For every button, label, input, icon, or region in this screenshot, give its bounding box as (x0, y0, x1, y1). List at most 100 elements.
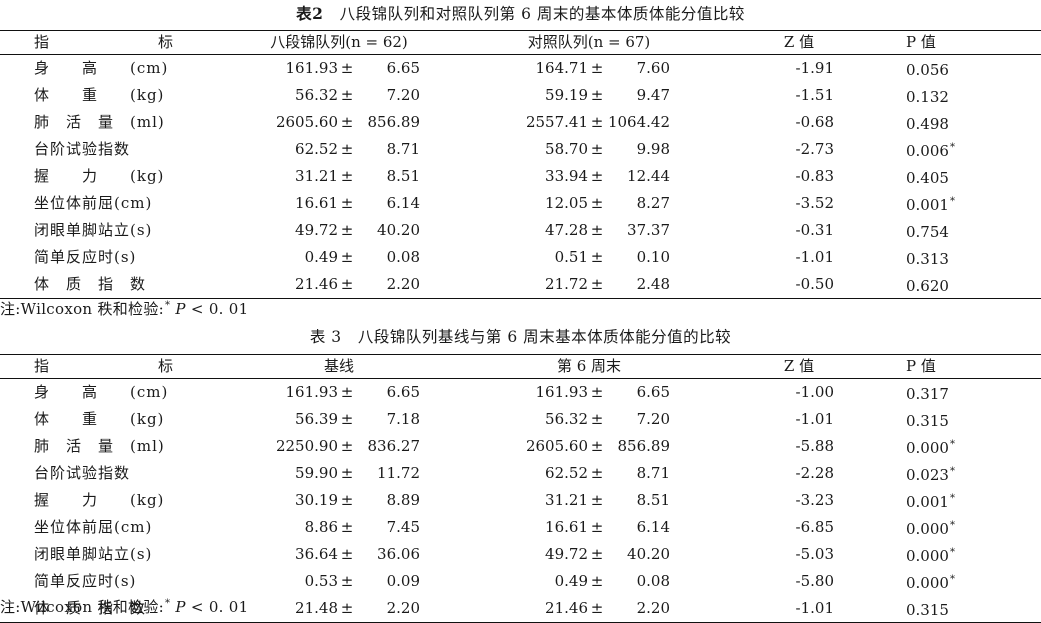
significance-star: * (949, 142, 955, 153)
col-a-sd: 6.65 (386, 383, 420, 401)
plus-minus: ± (340, 86, 354, 104)
plus-minus: ± (590, 383, 604, 401)
table3-body: 身 高 (cm) 161.93 ±6.65 161.93 ±6.65 -1.00 0.317… (0, 379, 1041, 623)
plus-minus: ± (590, 194, 604, 212)
table3-caption-number: 表 3 (309, 328, 342, 346)
col-b-header: 第 6 周末 (556, 357, 622, 375)
col-a-mean: 56.39 (295, 410, 338, 428)
col-b-cell: 2605.60 ±856.89 (464, 433, 714, 460)
plus-minus: ± (590, 410, 604, 428)
z-value: -0.83 (795, 167, 834, 185)
col-a-sd: 2.20 (386, 275, 420, 293)
z-value: -6.85 (795, 518, 834, 536)
z-value: -2.28 (795, 464, 834, 482)
note-tail: < 0. 01 (190, 300, 249, 318)
table-row: 闭眼单脚站立(s) 36.64 ±36.06 49.72 ±40.20 -5.03 0.00… (0, 541, 1041, 568)
plus-minus: ± (340, 221, 354, 239)
col-b-cell: 21.46 ±2.20 (464, 595, 714, 623)
col-b-sd: 856.89 (617, 437, 671, 455)
col-a-mean: 2605.60 (275, 113, 338, 131)
significance-star: * (949, 547, 955, 558)
p-value: 0.056 (906, 61, 949, 79)
indicator-cell: 体 质 指 数 (34, 599, 147, 617)
col-b-sd: 9.98 (636, 140, 670, 158)
col-a-sd: 856.89 (367, 113, 421, 131)
table-row: 简单反应时(s) 0.49 ±0.08 0.51 ±0.10 -1.01 0.313 (0, 244, 1041, 271)
p-cell: 0.315 (884, 406, 1041, 433)
col-b-cell: 21.72 ±2.48 (464, 271, 714, 299)
significance-star: * (949, 574, 955, 585)
col-b-mean: 21.46 (545, 599, 588, 617)
plus-minus: ± (340, 599, 354, 617)
z-value: -1.01 (795, 599, 834, 617)
note-star: * (165, 300, 171, 311)
indicator-cell: 闭眼单脚站立(s) (34, 545, 153, 563)
plus-minus: ± (340, 275, 354, 293)
p-value: 0.754 (906, 223, 949, 241)
col-b-cell: 0.51 ±0.10 (464, 244, 714, 271)
col-a-cell: 30.19 ±8.89 (214, 487, 464, 514)
col-a-mean: 31.21 (295, 167, 338, 185)
indicator-cell: 体 质 指 数 (34, 275, 147, 293)
table-row: 坐位体前屈(cm) 8.86 ±7.45 16.61 ±6.14 -6.85 0.000* (0, 514, 1041, 541)
plus-minus: ± (340, 437, 354, 455)
indicator-header-right: 标 (157, 357, 174, 375)
p-cell: 0.001* (884, 487, 1041, 514)
p-value: 0.313 (906, 250, 949, 268)
plus-minus: ± (590, 437, 604, 455)
p-value: 0.023 (906, 466, 949, 484)
p-cell: 0.001* (884, 190, 1041, 217)
table-row: 体 质 指 数 21.46 ±2.20 21.72 ±2.48 -0.50 0.620 (0, 271, 1041, 299)
col-b-sd: 9.47 (636, 86, 670, 104)
col-b-sd: 0.10 (636, 248, 670, 266)
indicator-cell: 肺 活 量 (ml) (34, 113, 165, 131)
table3-caption-text: 八段锦队列基线与第 6 周末基本体质体能分值的比较 (357, 328, 732, 346)
col-b-mean: 0.51 (554, 248, 588, 266)
col-b-sd: 2.20 (636, 599, 670, 617)
p-cell: 0.000* (884, 568, 1041, 595)
table-row: 台阶试验指数 62.52 ±8.71 58.70 ±9.98 -2.73 0.006* (0, 136, 1041, 163)
indicator-header-right: 标 (157, 33, 174, 51)
z-value: -0.31 (795, 221, 834, 239)
table-row: 肺 活 量 (ml) 2605.60 ±856.89 2557.41 ±1064.42-… (0, 109, 1041, 136)
indicator-cell: 坐位体前屈(cm) (34, 518, 153, 536)
z-header: Z 值 (783, 357, 815, 375)
indicator-cell: 简单反应时(s) (34, 248, 137, 266)
col-a-mean: 8.86 (304, 518, 338, 536)
col-a-cell: 21.48 ±2.20 (214, 595, 464, 623)
z-value: -0.50 (795, 275, 834, 293)
col-b-cell: 31.21 ±8.51 (464, 487, 714, 514)
plus-minus: ± (590, 86, 604, 104)
col-a-sd: 7.18 (386, 410, 420, 428)
p-value: 0.001 (906, 196, 949, 214)
col-a-cell: 8.86 ±7.45 (214, 514, 464, 541)
p-cell: 0.317 (884, 379, 1041, 407)
col-b-cell: 62.52 ±8.71 (464, 460, 714, 487)
plus-minus: ± (590, 464, 604, 482)
col-a-cell: 56.32 ±7.20 (214, 82, 464, 109)
z-cell: -6.85 (714, 514, 884, 541)
indicator-header: 指 标 (0, 355, 214, 379)
z-value: -5.80 (795, 572, 834, 590)
plus-minus: ± (590, 167, 604, 185)
z-cell: -5.80 (714, 568, 884, 595)
col-b-mean: 59.19 (545, 86, 588, 104)
col-b-sd: 6.14 (636, 518, 670, 536)
col-a-mean: 161.93 (285, 383, 339, 401)
col-b-mean: 2557.41 (525, 113, 588, 131)
col-a-cell: 0.49 ±0.08 (214, 244, 464, 271)
plus-minus: ± (590, 59, 604, 77)
col-b-cell: 56.32 ±7.20 (464, 406, 714, 433)
indicator-cell: 闭眼单脚站立(s) (34, 221, 153, 239)
col-a-mean: 36.64 (295, 545, 338, 563)
col-a-sd: 8.51 (386, 167, 420, 185)
p-header: P 值 (906, 357, 936, 375)
table-row: 握 力 (kg) 31.21 ±8.51 33.94 ±12.44 -0.83 0.405 (0, 163, 1041, 190)
col-b-cell: 16.61 ±6.14 (464, 514, 714, 541)
plus-minus: ± (590, 572, 604, 590)
indicator-cell: 坐位体前屈(cm) (34, 194, 153, 212)
col-a-cell: 16.61 ±6.14 (214, 190, 464, 217)
col-b-sd: 8.27 (636, 194, 670, 212)
col-a-mean: 62.52 (295, 140, 338, 158)
col-a-mean: 16.61 (295, 194, 338, 212)
